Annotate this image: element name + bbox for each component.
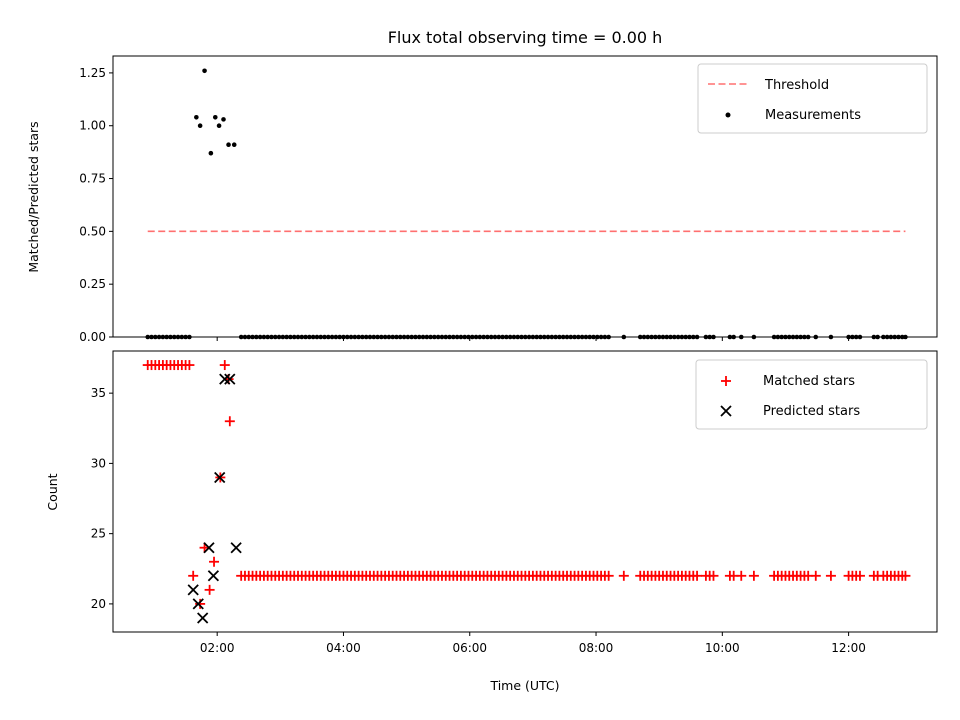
bottom-x-tick-label: 10:00 [705, 641, 740, 655]
bottom-ticks: 20 25 30 35 02:00 04:00 06:00 08:00 10:00 12:00 [91, 386, 866, 655]
matched-star-point [209, 556, 220, 567]
predicted-star-point [219, 373, 231, 385]
predicted-star-point-b [203, 542, 215, 554]
matched-star-point [219, 360, 230, 371]
bottom-y-tick-label: 30 [91, 456, 106, 470]
bottom-y-tick-label: 20 [91, 597, 106, 611]
top-legend-box [697, 63, 928, 134]
bottom-y-tick-label: 35 [91, 386, 106, 400]
matched-star-point [748, 570, 759, 581]
predicted-star-point [207, 570, 220, 582]
matched-star-point [810, 570, 821, 581]
predicted-star-point-b [187, 584, 199, 596]
matched-star-point [224, 416, 235, 427]
predicted-star-point-b [214, 471, 226, 484]
bottom-legend: Matched stars Predicted stars [695, 359, 928, 430]
predicted-star-point [203, 542, 215, 554]
predicted-star-point-b [207, 570, 220, 582]
bottom-x-tick-label: 04:00 [326, 641, 361, 655]
matched-star-point [854, 570, 865, 581]
matched-star-point [708, 570, 719, 581]
x-axis-label: Time (UTC) [489, 678, 559, 693]
legend-threshold-label: Threshold [764, 78, 829, 93]
bottom-panel: 20 25 30 35 02:00 04:00 06:00 08:00 10:00 12:00 C… [45, 350, 938, 693]
top-y-tick-label: 1.00 [79, 119, 106, 133]
top-panel: 0.00 0.25 0.50 0.75 1.00 1.25 Matched/Predict… [26, 55, 938, 344]
matched-star-point [736, 570, 747, 581]
top-legend: Threshold Measurements [697, 63, 928, 134]
measurement-point [197, 123, 203, 129]
bottom-x-tick-label: 12:00 [831, 641, 866, 655]
top-y-tick-label: 0.50 [79, 224, 106, 238]
predicted-star-point [214, 471, 226, 484]
matched-star-point [204, 584, 215, 595]
top-y-tick-label: 0.75 [79, 172, 106, 186]
predicted-star-point-b [197, 612, 209, 624]
matched-star-point [188, 570, 199, 581]
predicted-star-point-b [224, 373, 236, 385]
measurement-point [216, 123, 222, 129]
bottom-axes-frame [112, 350, 938, 633]
top-y-tick-label: 0.00 [79, 330, 106, 344]
measurement-point [231, 142, 237, 148]
legend-measurements-label: Measurements [765, 108, 861, 123]
matched-star-point [692, 570, 703, 581]
bottom-legend-box [695, 359, 928, 430]
matched-star-point [900, 570, 911, 581]
top-axes-frame [112, 55, 938, 338]
bottom-x-tick-label: 06:00 [452, 641, 487, 655]
legend-matched-swatch [721, 376, 731, 386]
bottom-x-tick-label: 02:00 [200, 641, 235, 655]
measurement-point [194, 114, 199, 120]
measurement-point [202, 68, 207, 74]
predicted-star-point-b [230, 542, 242, 554]
matched-star-point [195, 598, 206, 609]
predicted-star-point-b [192, 598, 204, 610]
predicted-star-point [197, 612, 209, 624]
predicted-star-point [230, 542, 242, 554]
predicted-star-point [224, 373, 236, 385]
measurement-point [212, 114, 218, 120]
legend-measurements-swatch [725, 112, 731, 118]
legend-predicted-label: Predicted stars [763, 404, 860, 419]
top-y-tick-label: 1.25 [79, 66, 106, 80]
matched-star-point [184, 360, 195, 371]
top-y-tick-label: 0.25 [79, 277, 106, 291]
legend-matched-label: Matched stars [763, 374, 855, 389]
bottom-x-tick-label: 08:00 [579, 641, 614, 655]
bottom-y-axis-label: Count [45, 473, 60, 510]
predicted-star-point-b [219, 373, 231, 385]
matched-star-point [603, 570, 614, 581]
bottom-marks [142, 360, 911, 624]
bottom-y-tick-label: 25 [91, 527, 106, 541]
chart-title: Flux total observing time = 0.00 h [388, 28, 663, 47]
top-ticks: 0.00 0.25 0.50 0.75 1.00 1.25 [79, 66, 850, 344]
measurement-point [208, 150, 214, 156]
measurement-point [221, 117, 226, 122]
legend-predicted-swatch [720, 405, 732, 417]
matched-star-point [825, 570, 836, 581]
predicted-star-point [192, 598, 204, 610]
measurement-point [226, 142, 231, 148]
matched-star-point [618, 570, 629, 581]
top-y-axis-label: Matched/Predicted stars [26, 121, 41, 272]
predicted-star-point [187, 584, 199, 596]
